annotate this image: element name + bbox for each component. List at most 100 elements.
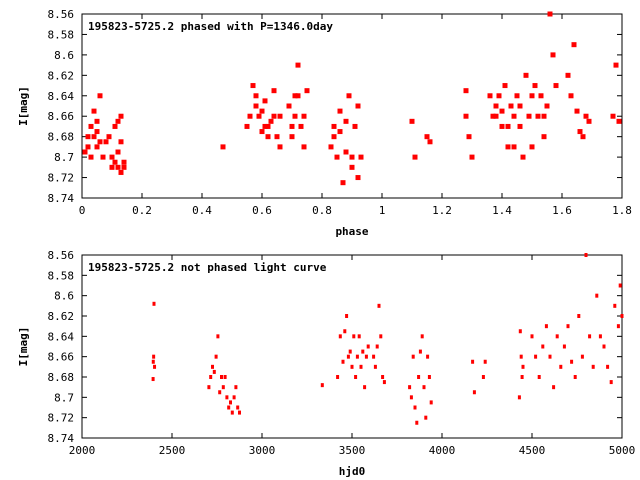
panel2-data-point [214,354,218,359]
panel2-data-point [429,400,433,405]
panel1-y-tick-label: 8.6 [54,49,74,62]
panel2-data-point [598,334,602,339]
panel1-data-point [268,118,274,124]
panel1-data-point [295,62,301,68]
panel2-data-point [357,334,361,339]
panel1-y-axis-title: I[mag] [17,86,30,126]
panel1-data-point [295,93,301,99]
panel1-data-point [499,108,505,114]
panel1-data-point [253,93,259,99]
panel1-plot-title: 195823-5725.2 phased with P=1346.0day [88,20,333,33]
panel2-data-point [320,383,324,388]
panel2-data-point [418,349,422,354]
panel2-y-tick-label: 8.72 [48,412,75,425]
panel1-data-point [91,108,97,114]
panel2-data-point [537,375,541,379]
panel2-x-tick-label: 2500 [159,444,186,457]
panel1-data-point [616,118,622,124]
panel2-data-point [426,354,430,359]
panel1-x-axis-title: phase [335,225,368,238]
panel1-data-point [253,103,259,109]
panel2-x-tick-label: 3500 [339,444,366,457]
panel1-data-point [304,88,310,94]
panel1-data-point [298,123,304,129]
panel1-data-point [613,62,619,68]
panel1-data-point [109,164,115,170]
panel2-data-point [220,375,223,379]
panel1-data-point [121,159,127,165]
panel1-data-point [94,118,100,124]
panel2-data-point [348,349,352,354]
panel2-data-point [341,359,345,364]
panel2-data-point [422,385,426,390]
panel1-data-point [271,113,277,119]
panel1-y-tick-label: 8.64 [48,90,75,103]
panel1-data-point [343,149,349,155]
panel1-data-point [532,83,538,89]
panel2-data-point [548,354,552,359]
panel2-y-tick-label: 8.58 [48,269,75,282]
panel1-data-point [118,113,124,119]
panel1-data-point [343,118,349,124]
panel2-x-axis-title: hjd0 [339,465,366,478]
panel2-y-tick-label: 8.6 [54,290,74,303]
panel1-y-tick-label: 8.74 [48,192,75,205]
panel1-x-tick-label: 0 [79,204,86,217]
panel2-plot: 8.56 8.58 8.6 8.62 8.64 8.66 8.68 8.7 8.72 8.7420… [17,249,635,478]
panel1-data-point [106,134,112,140]
panel1-x-tick-label: 1.2 [432,204,452,217]
panel1-x-tick-label: 0.4 [192,204,212,217]
panel1-data-point [502,83,508,89]
panel1-data-point [583,113,589,119]
panel1-data-point [331,123,337,129]
panel1-data-point [262,98,268,104]
panel1-x-tick-label: 0.6 [252,204,272,217]
panel2-data-point [238,410,241,415]
panel2-data-point [338,334,342,339]
panel2-y-tick-label: 8.56 [48,249,75,262]
panel2-data-point [415,420,419,425]
panel2-data-point [577,314,581,318]
panel2-data-point [559,364,563,369]
panel1-x-tick-label: 1 [379,204,386,217]
panel2-data-point [346,354,350,359]
panel2-data-point [372,354,376,359]
panel2-data-point [236,405,240,410]
panel1-data-point [487,93,493,99]
panel1-data-point [505,123,511,129]
panel2-data-point [413,405,417,410]
panel1-data-point [301,144,307,150]
panel2-data-point [343,329,347,334]
panel1-data-point [286,103,292,109]
panel2-data-point [355,354,359,359]
panel2-data-point [352,334,356,339]
panel2-data-point [218,390,222,395]
panel2-data-point [229,400,232,405]
panel1-data-point [244,123,250,129]
panel1-data-point [91,134,97,140]
panel2-data-point [618,283,622,288]
panel2-data-point [613,303,617,308]
panel1-data-point [337,129,343,135]
panel2-x-tick-label: 4500 [519,444,546,457]
panel2-data-point [595,293,599,298]
panel2-data-point [234,385,238,390]
panel2-data-point [151,359,155,364]
panel1-data-point [529,144,535,150]
panel1-data-point [358,154,364,160]
panel1-data-point [271,88,277,94]
panel1-data-point [85,144,91,150]
panel2-x-tick-label: 3000 [249,444,276,457]
panel2-data-point [411,354,415,359]
panel1-data-point [574,108,580,114]
panel1-y-tick-label: 8.7 [54,151,74,164]
panel1-data-point [577,129,583,135]
panel2-data-point [580,354,584,359]
panel2-data-point [354,375,358,379]
panel1-data-point [277,144,283,150]
panel2-data-point [588,334,592,339]
panel1-data-point [112,123,118,129]
panel1-data-point [88,123,94,129]
panel2-data-point [408,385,412,390]
